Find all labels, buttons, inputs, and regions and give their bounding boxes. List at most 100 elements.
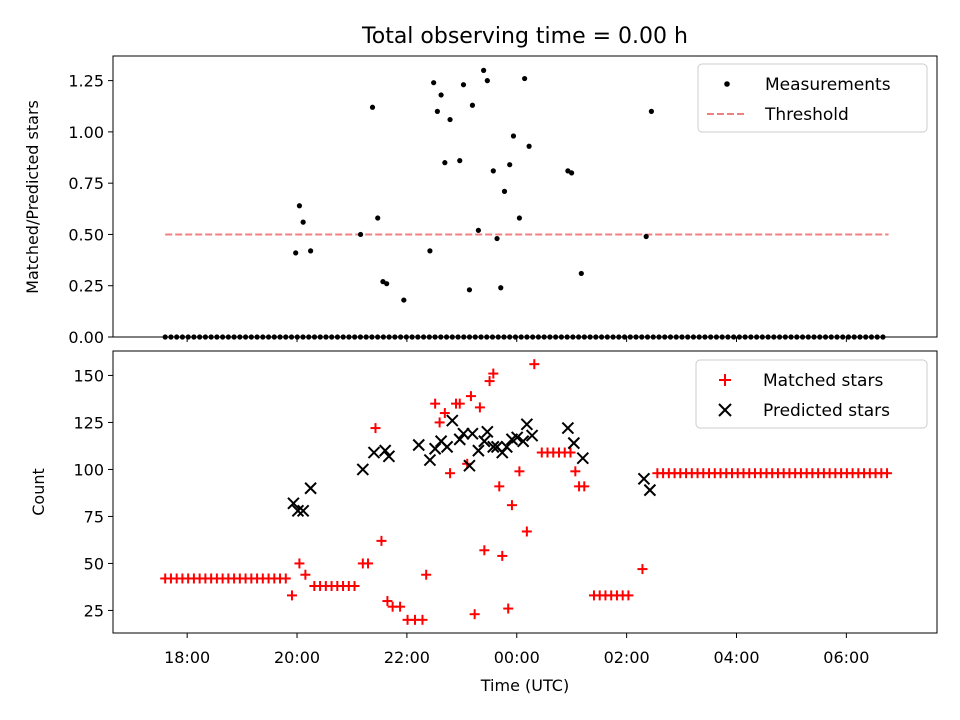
measurement-point [466,287,473,293]
predicted-point [457,427,470,440]
x-tick-label: 22:00 [384,648,430,667]
x-tick-label: 00:00 [494,648,540,667]
predicted-point [296,504,310,518]
y-tick-label: 1.00 [68,123,104,142]
measurement-point [427,248,433,254]
x-tick-label: 02:00 [604,648,650,667]
predicted-point [423,453,437,467]
measurement-point [569,170,575,176]
measurement-point [369,104,376,110]
matched-point [417,614,428,625]
matched-point [521,526,532,537]
measurement-point [457,158,463,164]
measurement-point [460,82,467,88]
matched-point [623,590,634,601]
ratio-plot-frame [112,55,938,338]
matched-point [529,359,540,370]
predicted-point [561,421,575,435]
ratio-legend: Measurements Threshold [697,63,928,133]
matched-point [514,466,525,477]
measurement-point [648,108,654,114]
x-tick-label: 06:00 [823,648,869,667]
measurement-point [431,80,437,86]
matched-point [506,500,517,511]
matched-point [300,569,311,580]
predicted-point [516,435,530,448]
ratio-legend-box [697,63,928,133]
legend-predicted-label: Predicted stars [763,401,890,421]
y-tick-label: 1.25 [68,72,104,91]
measurement-point [507,162,513,168]
matched-point [294,558,305,569]
count-plot: 25 50 75 100 125 150 18:00 20:00 22:00 00:00 02:0… [29,350,938,695]
predicted-point [500,440,513,454]
predicted-point [487,440,500,454]
predicted-point [525,429,539,442]
predicted-point [446,414,459,427]
measurement-point [357,231,364,238]
matched-point [439,408,450,419]
predicted-point [472,444,485,457]
measurement-point [475,227,481,233]
ratio-plot: Total observing time = 0.00 h 0.000.250.… [23,24,938,347]
x-tick-label: 20:00 [274,648,320,667]
predicted-point [287,497,300,510]
measurement-point [375,215,381,221]
predicted-point [291,504,305,518]
matched-point [469,609,480,620]
predicted-point [440,440,454,454]
y-tick-label: 0.50 [68,225,104,244]
y-tick-label: 25 [84,601,104,620]
matched-point [882,468,893,479]
matched-point [286,590,297,601]
measurement-point [296,203,303,209]
matched-point [430,398,441,409]
legend-matched-marker [719,374,731,386]
measurement-point [484,78,490,84]
ratio-y-label: Matched/Predicted stars [23,100,42,294]
count-plot-frame [112,350,938,634]
matched-point [382,596,393,607]
predicted-point [478,435,491,448]
measurement-point [501,188,508,194]
predicted-point [367,446,381,459]
count-legend: Matched stars Predicted stars [695,359,928,429]
predicted-point [356,463,370,476]
x-tick-label: 18:00 [164,648,210,667]
matched-point [484,376,495,387]
measurement-point [293,250,299,256]
y-tick-label: 75 [84,507,104,526]
legend-threshold-label: Threshold [764,105,849,125]
legend-measurement-marker [724,81,730,87]
predicted-point [637,472,651,486]
measurement-point [498,285,504,291]
count-legend-box [695,359,928,429]
measurement-point [442,160,448,166]
measurement-point [490,168,496,174]
legend-measurements-label: Measurements [765,75,891,95]
y-tick-label: 0.00 [68,328,104,347]
measurement-point [434,108,440,114]
legend-matched-label: Matched stars [763,371,883,391]
y-tick-label: 125 [73,413,104,432]
matched-point [280,573,291,584]
count-x-axis: 18:00 20:00 22:00 00:00 02:00 04:00 06:00 [164,633,869,667]
matched-point [465,391,476,402]
predicted-point [481,425,494,439]
matched-point [376,535,387,546]
y-tick-label: 50 [84,554,104,573]
matched-point [445,468,456,479]
measurement-point [384,281,390,287]
ratio-x-ticks [186,337,847,342]
matched-point [579,481,590,492]
predicted-point [466,427,479,440]
x-tick-label: 04:00 [713,648,759,667]
matched-point [349,581,360,591]
predicted-point [576,451,589,465]
count-x-label: Time (UTC) [480,676,569,695]
measurement-point [494,235,500,242]
count-y-label: Count [29,468,48,516]
matched-point [434,417,445,428]
chart-title: Total observing time = 0.00 h [361,24,688,49]
